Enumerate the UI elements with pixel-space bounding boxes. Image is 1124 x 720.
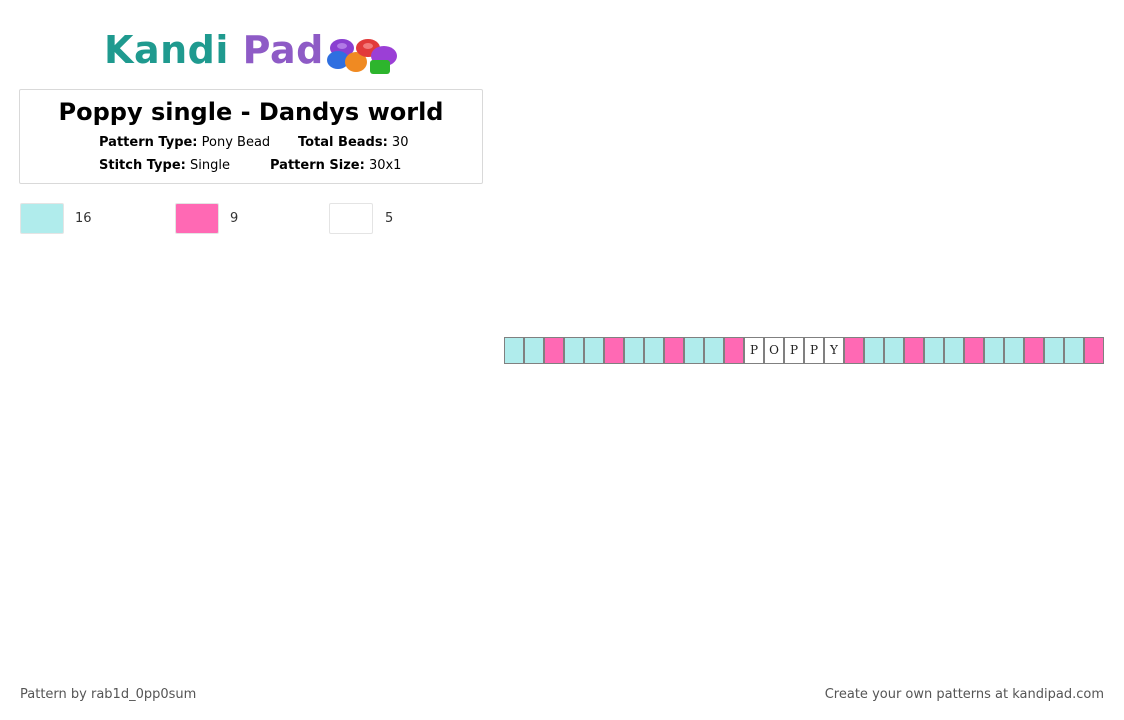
bead: Y: [824, 337, 844, 364]
pattern-size: Pattern Size: 30x1: [270, 158, 401, 173]
pattern-type-value: Pony Bead: [201, 135, 271, 150]
total-beads-value: 30: [391, 135, 409, 150]
logo-word-kandi: Kandi: [104, 28, 229, 72]
bead: [924, 337, 944, 364]
logo-word-pad: Pad: [242, 28, 324, 72]
kandipad-promo-link[interactable]: Create your own patterns at kandipad.com: [824, 687, 1104, 702]
bead: [644, 337, 664, 364]
pattern-title: Poppy single - Dandys world: [58, 98, 444, 126]
stitch-type-label: Stitch Type:: [99, 158, 186, 173]
bead-letter: O: [769, 343, 779, 357]
bead: [564, 337, 584, 364]
pattern-size-label: Pattern Size:: [270, 158, 365, 173]
bead: [884, 337, 904, 364]
color-swatch: [175, 203, 219, 234]
pattern-type-label: Pattern Type:: [99, 135, 198, 150]
bead: [664, 337, 684, 364]
total-beads-label: Total Beads:: [298, 135, 388, 150]
bead: [624, 337, 644, 364]
color-count: 16: [75, 211, 92, 226]
stitch-type-value: Single: [190, 158, 230, 173]
pattern-size-value: 30x1: [368, 158, 402, 173]
color-count: 9: [230, 211, 239, 226]
bead: [1044, 337, 1064, 364]
bead: [1064, 337, 1084, 364]
bead: [944, 337, 964, 364]
bead: [1084, 337, 1104, 364]
bead: [964, 337, 984, 364]
bead: [864, 337, 884, 364]
stitch-type: Stitch Type: Single: [99, 158, 230, 173]
bead: [544, 337, 564, 364]
pattern-info-card: Poppy single - Dandys world Pattern Type…: [19, 89, 483, 184]
bead: O: [764, 337, 784, 364]
bead: [684, 337, 704, 364]
color-swatch: [20, 203, 64, 234]
bead: [724, 337, 744, 364]
bead: [984, 337, 1004, 364]
bead-letter: P: [809, 343, 819, 357]
bead: [844, 337, 864, 364]
kandipad-logo[interactable]: Kandi Pad: [100, 26, 410, 78]
bead: [504, 337, 524, 364]
color-count: 5: [385, 211, 394, 226]
bead: [704, 337, 724, 364]
pattern-author: Pattern by rab1d_0pp0sum: [20, 687, 197, 702]
total-beads: Total Beads: 30: [298, 135, 408, 150]
color-swatch: [329, 203, 373, 234]
bead: [904, 337, 924, 364]
bead: [1004, 337, 1024, 364]
logo-wordmark: Kandi Pad: [104, 28, 324, 72]
bead: P: [804, 337, 824, 364]
bead: [584, 337, 604, 364]
beads-logo-icon: [327, 39, 397, 74]
bead: P: [784, 337, 804, 364]
bead-letter: P: [789, 343, 799, 357]
bead: [524, 337, 544, 364]
bead: [604, 337, 624, 364]
pattern-type: Pattern Type: Pony Bead: [99, 135, 270, 150]
bead-letter: P: [749, 343, 759, 357]
bead: [1024, 337, 1044, 364]
bead: P: [744, 337, 764, 364]
bead-letter: Y: [830, 343, 838, 357]
